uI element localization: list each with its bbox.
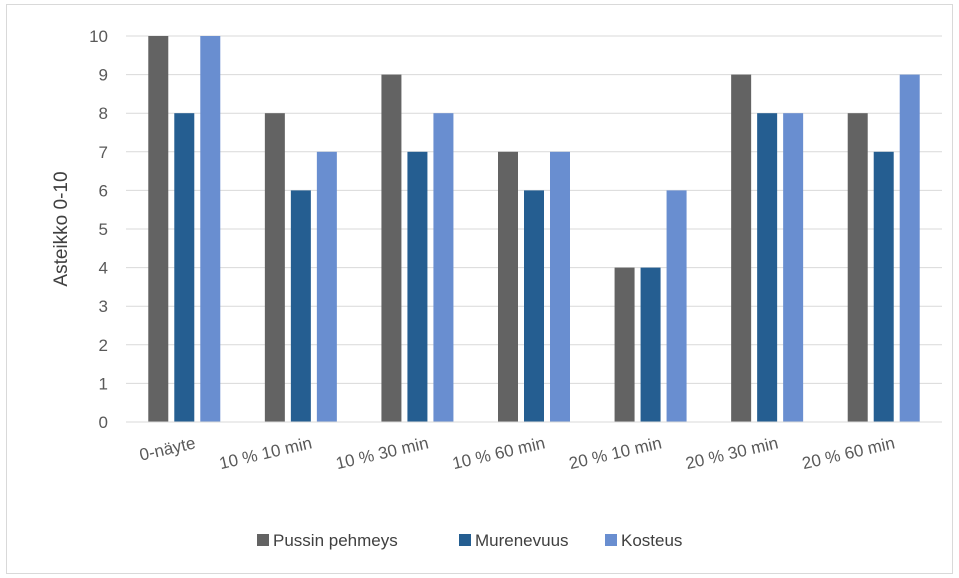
y-tick-label: 4 (99, 259, 108, 278)
bar-pussin-pehmeys (614, 267, 635, 422)
bar-kosteus (316, 151, 337, 423)
bar-murenevuus (873, 151, 894, 423)
bar-kosteus (550, 151, 570, 423)
legend-swatch (605, 534, 617, 546)
y-tick-label: 7 (99, 143, 108, 162)
legend-item: Kosteus (605, 531, 682, 550)
y-axis-label: Asteikko 0-10 (51, 171, 72, 286)
legend-label: Murenevuus (475, 531, 569, 550)
y-tick-label: 9 (99, 66, 108, 85)
x-tick-label: 10 % 30 min (334, 433, 430, 473)
x-tick-label: 10 % 10 min (217, 433, 313, 473)
bar-kosteus (200, 36, 221, 422)
bar-kosteus (433, 113, 454, 422)
y-tick-label: 3 (99, 297, 108, 316)
y-axis-ticks: 0 1 2 3 4 5 6 7 8 9 10 (89, 27, 108, 432)
bar-murenevuus (407, 151, 428, 423)
x-tick-label: 20 % 60 min (800, 433, 896, 473)
x-tick-label: 10 % 60 min (451, 433, 547, 473)
legend: Pussin pehmeys Murenevuus Kosteus (257, 531, 682, 550)
bar-pussin-pehmeys (148, 36, 169, 422)
bars (148, 36, 920, 423)
legend-item: Murenevuus (459, 531, 569, 550)
bar-murenevuus (640, 267, 661, 422)
x-tick-label: 20 % 30 min (684, 433, 780, 473)
bar-pussin-pehmeys (264, 113, 285, 422)
y-tick-label: 10 (89, 27, 108, 46)
bar-pussin-pehmeys (847, 113, 868, 422)
y-tick-label: 5 (99, 220, 108, 239)
y-tick-label: 8 (99, 104, 108, 123)
bar-murenevuus (757, 113, 778, 422)
gridlines (126, 35, 942, 384)
legend-label: Pussin pehmeys (273, 531, 398, 550)
bar-murenevuus (174, 113, 195, 422)
y-tick-label: 0 (99, 413, 108, 432)
bar-pussin-pehmeys (381, 74, 402, 422)
bar-murenevuus (524, 190, 544, 422)
legend-item: Pussin pehmeys (257, 531, 398, 550)
bar-murenevuus (290, 190, 311, 422)
y-tick-label: 2 (99, 336, 108, 355)
bar-pussin-pehmeys (498, 151, 518, 423)
x-tick-label: 0-näyte (138, 433, 198, 464)
bar-kosteus (783, 113, 804, 422)
y-tick-label: 1 (99, 374, 108, 393)
bar-kosteus (899, 74, 920, 422)
legend-swatch (257, 534, 269, 546)
x-tick-label: 20 % 10 min (567, 433, 663, 473)
y-tick-label: 6 (99, 181, 108, 200)
bar-kosteus (666, 190, 687, 422)
legend-swatch (459, 534, 471, 546)
bar-pussin-pehmeys (731, 74, 752, 422)
x-axis-ticks: 0-näyte 10 % 10 min 10 % 30 min 10 % 60 min… (138, 433, 897, 473)
legend-label: Kosteus (621, 531, 682, 550)
